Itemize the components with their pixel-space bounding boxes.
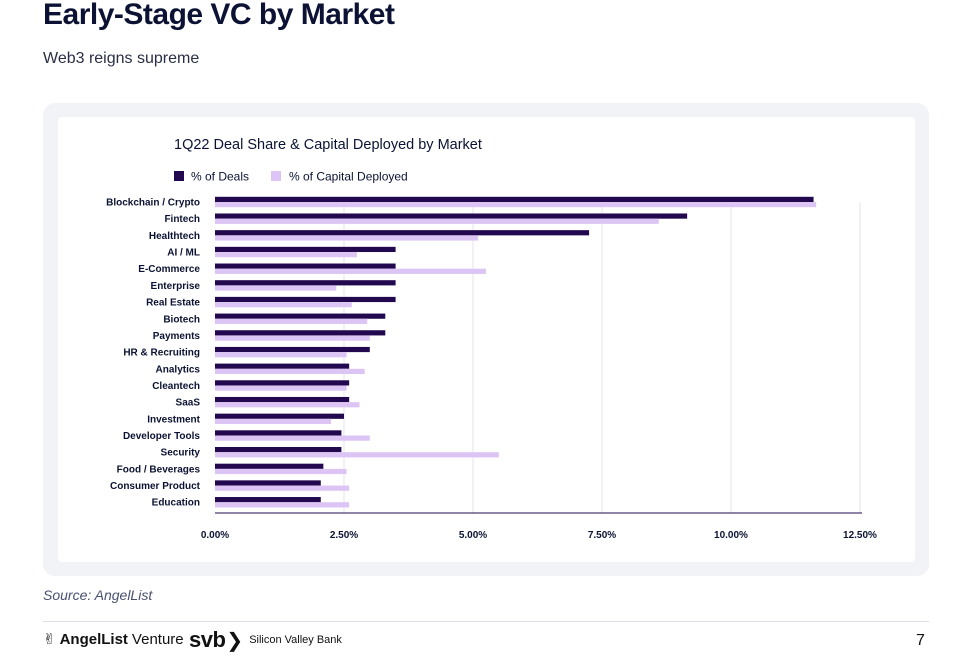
gridlines (343, 202, 861, 513)
bar-deals-consumer-product (215, 480, 321, 486)
bar-capital-education (215, 502, 350, 508)
bar-deals-biotech (215, 313, 386, 319)
bar-deals-fintech (215, 213, 688, 219)
category-label-cleantech: Cleantech (152, 381, 200, 392)
bar-deals-education (215, 497, 321, 503)
x-tick-label: 10.00% (714, 530, 748, 541)
bar-capital-analytics (215, 368, 365, 374)
bar-capital-payments (215, 335, 370, 341)
bar-capital-fintech (215, 218, 659, 224)
category-label-payments: Payments (153, 331, 201, 342)
bar-deals-security (215, 447, 342, 453)
page-subtitle: Web3 reigns supreme (43, 50, 200, 67)
bar-deals-food-beverages (215, 463, 324, 469)
category-label-blockchain-crypto: Blockchain / Crypto (106, 198, 200, 209)
bar-capital-biotech (215, 318, 368, 324)
svb-logo: svb ❯ Silicon Valley Bank (189, 627, 342, 653)
category-label-food-beverages: Food / Beverages (117, 464, 201, 475)
bar-capital-healthtech (215, 235, 479, 241)
category-label-analytics: Analytics (156, 364, 201, 375)
bar-deals-blockchain-crypto (215, 196, 814, 202)
chart-title: 1Q22 Deal Share & Capital Deployed by Ma… (174, 137, 482, 153)
bar-chart: 1Q22 Deal Share & Capital Deployed by Ma… (106, 137, 877, 541)
category-label-enterprise: Enterprise (151, 281, 201, 292)
page-number: 7 (916, 632, 925, 649)
bar-capital-security (215, 452, 499, 458)
angellist-logo-bold: AngelList (59, 630, 128, 648)
legend-swatch-deals (174, 171, 184, 181)
category-label-developer-tools: Developer Tools (123, 431, 200, 442)
x-tick-label: 7.50% (588, 530, 616, 541)
angellist-venture-logo: ✌ AngelList Venture (43, 630, 184, 649)
category-label-ai-ml: AI / ML (167, 248, 200, 259)
bar-deals-payments (215, 330, 386, 336)
svb-chevron-icon: ❯ (226, 629, 244, 652)
bar-capital-cleantech (215, 385, 347, 391)
bar-capital-saas (215, 402, 360, 408)
chart-card: 1Q22 Deal Share & Capital Deployed by Ma… (58, 117, 915, 562)
bar-deals-developer-tools (215, 430, 342, 436)
x-tick-label: 2.50% (330, 530, 358, 541)
x-tick-label: 5.00% (459, 530, 487, 541)
bars (215, 196, 817, 508)
bar-capital-consumer-product (215, 485, 350, 491)
bar-capital-ai-ml (215, 252, 357, 258)
page-title: Early-Stage VC by Market (43, 0, 395, 31)
category-labels: Blockchain / Crypto Fintech Healthtech AI /… (106, 198, 201, 509)
category-label-real-estate: Real Estate (146, 298, 200, 309)
bar-deals-cleantech (215, 380, 350, 386)
category-label-biotech: Biotech (163, 314, 200, 325)
category-label-security: Security (161, 448, 201, 459)
bar-capital-enterprise (215, 285, 337, 291)
bar-deals-saas (215, 396, 350, 403)
legend-label-deals: % of Deals (191, 170, 249, 184)
category-label-healthtech: Healthtech (149, 231, 200, 242)
bar-deals-e-commerce (215, 263, 396, 269)
svb-logo-word: svb (189, 627, 226, 652)
category-label-education: Education (152, 498, 200, 509)
category-label-e-commerce: E-Commerce (138, 264, 200, 275)
bar-deals-enterprise (215, 280, 396, 286)
bar-deals-real-estate (215, 296, 396, 303)
bar-deals-healthtech (215, 230, 590, 236)
bar-deals-investment (215, 413, 344, 419)
x-axis-tick-labels: 0.00% 2.50% 5.00% 7.50% 10.00% 12.50% (201, 530, 877, 541)
source-note: Source: AngelList (43, 587, 153, 603)
category-label-hr-recruiting: HR & Recruiting (123, 348, 200, 359)
bar-capital-real-estate (215, 302, 352, 308)
bar-deals-hr-recruiting (215, 346, 370, 353)
legend-swatch-capital (271, 171, 281, 181)
angellist-hand-icon: ✌ (43, 631, 56, 648)
bar-deals-analytics (215, 363, 350, 369)
angellist-logo-light: Venture (131, 630, 184, 648)
bar-capital-e-commerce (215, 268, 486, 274)
svb-logo-name: Silicon Valley Bank (249, 634, 342, 646)
bar-capital-food-beverages (215, 468, 347, 475)
bar-capital-investment (215, 418, 332, 425)
bar-capital-hr-recruiting (215, 352, 347, 358)
x-tick-label: 12.50% (843, 530, 877, 541)
category-label-consumer-product: Consumer Product (110, 481, 201, 492)
category-label-fintech: Fintech (164, 214, 200, 225)
category-label-saas: SaaS (176, 398, 201, 409)
bar-capital-blockchain-crypto (215, 202, 817, 208)
footer-divider (43, 621, 929, 622)
bar-deals-ai-ml (215, 246, 396, 253)
bar-capital-developer-tools (215, 435, 370, 441)
legend-label-capital: % of Capital Deployed (289, 170, 408, 184)
x-tick-label: 0.00% (201, 530, 229, 541)
legend: % of Deals % of Capital Deployed (174, 170, 408, 184)
category-label-investment: Investment (147, 414, 200, 425)
